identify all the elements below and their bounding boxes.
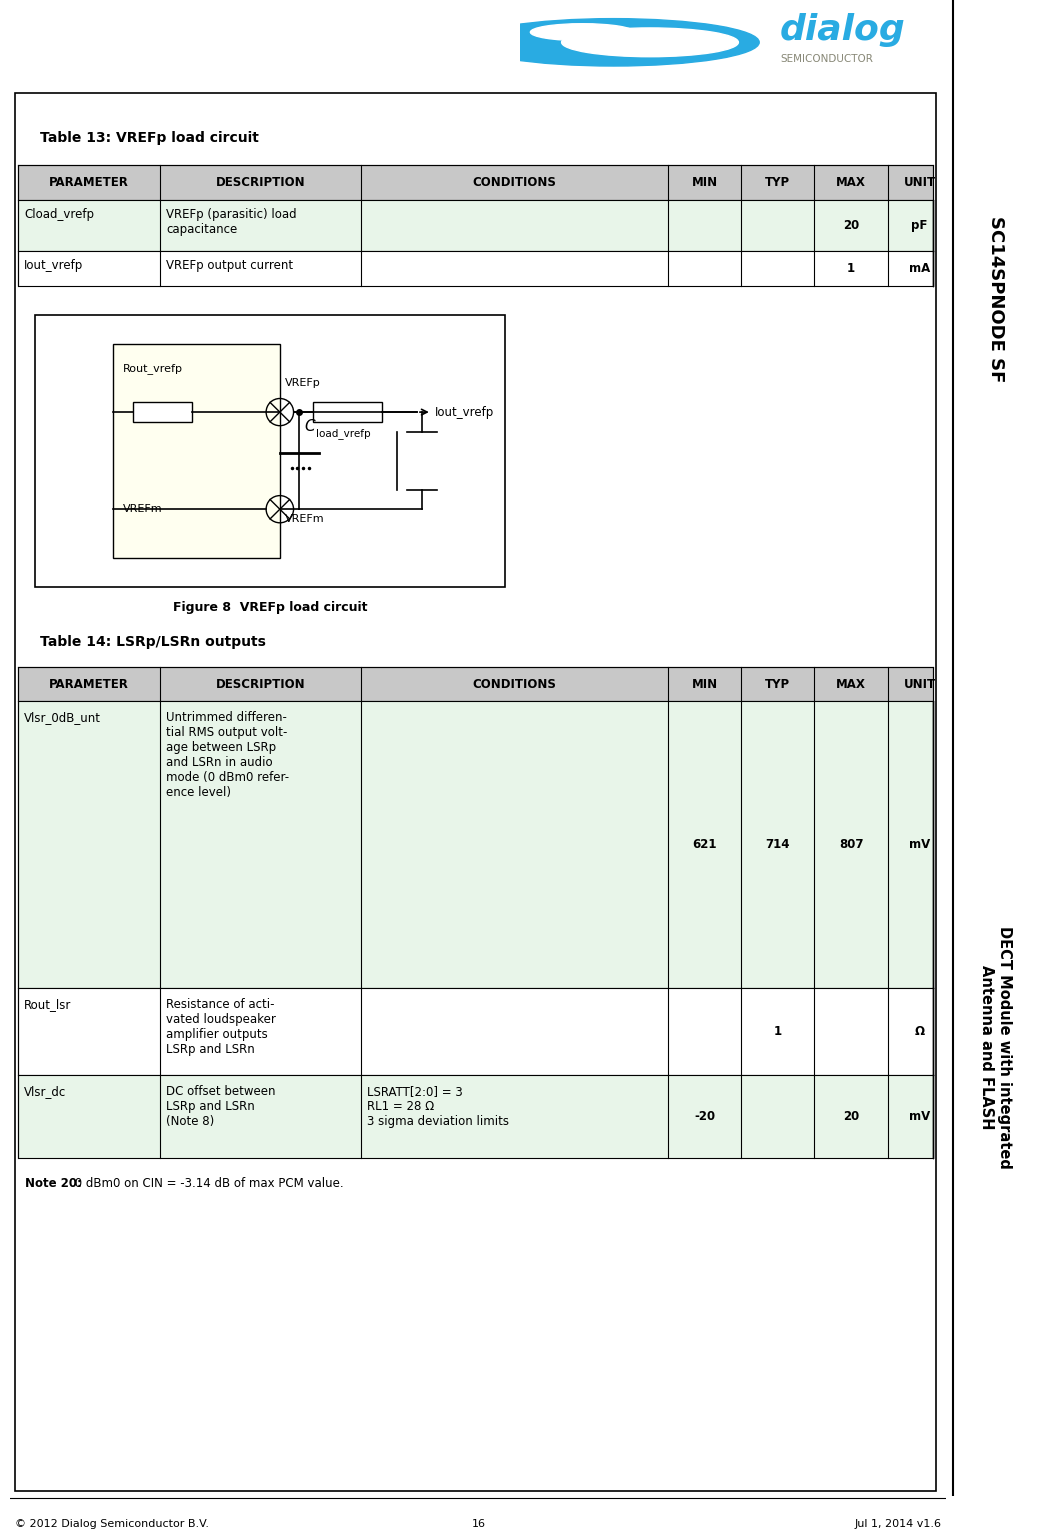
Text: Resistance of acti-
vated loudspeaker
amplifier outputs
LSRp and LSRn: Resistance of acti- vated loudspeaker am… <box>166 997 276 1056</box>
Text: Rout_lsr: Rout_lsr <box>24 997 72 1011</box>
Text: CONDITIONS: CONDITIONS <box>473 177 556 189</box>
Text: pF: pF <box>911 219 928 232</box>
Text: Vlsr_dc: Vlsr_dc <box>24 1085 67 1099</box>
Text: TYP: TYP <box>765 177 790 189</box>
Text: VREFp: VREFp <box>285 377 320 388</box>
Circle shape <box>530 23 634 40</box>
Bar <box>19 702 933 988</box>
Text: CONDITIONS: CONDITIONS <box>473 677 556 691</box>
Text: MAX: MAX <box>836 177 866 189</box>
Bar <box>133 402 191 422</box>
Text: 1: 1 <box>774 1025 782 1039</box>
Text: Iout_vrefp: Iout_vrefp <box>435 406 494 419</box>
Text: Ω: Ω <box>914 1025 925 1039</box>
Bar <box>19 1076 933 1157</box>
Text: VREFp output current: VREFp output current <box>166 259 293 272</box>
Bar <box>35 315 505 586</box>
Bar <box>19 251 933 286</box>
Text: DC offset between
LSRp and LSRn
(Note 8): DC offset between LSRp and LSRn (Note 8) <box>166 1085 276 1128</box>
Text: VREFm: VREFm <box>285 514 324 525</box>
Circle shape <box>468 18 759 66</box>
Text: Figure 8  VREFp load circuit: Figure 8 VREFp load circuit <box>173 602 367 614</box>
Text: UNIT: UNIT <box>904 177 936 189</box>
Text: mV: mV <box>909 839 930 851</box>
Text: 1: 1 <box>847 262 855 275</box>
Text: 621: 621 <box>693 839 717 851</box>
Text: SEMICONDUCTOR: SEMICONDUCTOR <box>780 54 873 65</box>
Text: Cload_vrefp: Cload_vrefp <box>24 208 94 222</box>
Text: Vlsr_0dB_unt: Vlsr_0dB_unt <box>24 711 101 725</box>
Text: © 2012 Dialog Semiconductor B.V.: © 2012 Dialog Semiconductor B.V. <box>15 1519 209 1528</box>
Text: DESCRIPTION: DESCRIPTION <box>216 177 306 189</box>
Text: 16: 16 <box>471 1519 486 1528</box>
Text: DECT Module with integrated
Antenna and FLASH: DECT Module with integrated Antenna and … <box>980 925 1012 1168</box>
Text: PARAMETER: PARAMETER <box>49 677 129 691</box>
Text: DESCRIPTION: DESCRIPTION <box>216 677 306 691</box>
Text: MIN: MIN <box>692 177 718 189</box>
Text: TYP: TYP <box>765 677 790 691</box>
Text: dialog: dialog <box>780 12 906 46</box>
Text: 0 dBm0 on CIN = -3.14 dB of max PCM value.: 0 dBm0 on CIN = -3.14 dB of max PCM valu… <box>71 1177 343 1190</box>
Text: Untrimmed differen-
tial RMS output volt-
age between LSRp
and LSRn in audio
mod: Untrimmed differen- tial RMS output volt… <box>166 711 289 799</box>
Text: MIN: MIN <box>692 677 718 691</box>
Text: Jul 1, 2014 v1.6: Jul 1, 2014 v1.6 <box>855 1519 942 1528</box>
Circle shape <box>562 28 738 57</box>
Text: 714: 714 <box>765 839 790 851</box>
Text: mA: mA <box>909 262 930 275</box>
Text: 20: 20 <box>842 219 859 232</box>
Text: MAX: MAX <box>836 677 866 691</box>
Text: mV: mV <box>909 1110 930 1123</box>
Text: load_vrefp: load_vrefp <box>316 428 370 439</box>
Text: 807: 807 <box>838 839 863 851</box>
Bar <box>19 988 933 1076</box>
Text: Rout_vrefp: Rout_vrefp <box>123 363 183 374</box>
Bar <box>19 165 933 200</box>
Text: PARAMETER: PARAMETER <box>49 177 129 189</box>
Text: Iout_vrefp: Iout_vrefp <box>24 259 83 272</box>
Text: SC14SPNODE SF: SC14SPNODE SF <box>987 215 1005 382</box>
Text: LSRATT[2:0] = 3
RL1 = 28 Ω
3 sigma deviation limits: LSRATT[2:0] = 3 RL1 = 28 Ω 3 sigma devia… <box>367 1085 510 1128</box>
Bar <box>113 345 280 557</box>
Text: Note 20:: Note 20: <box>25 1177 86 1190</box>
Text: 20: 20 <box>842 1110 859 1123</box>
Bar <box>19 200 933 251</box>
Text: UNIT: UNIT <box>904 677 936 691</box>
Text: VREFm: VREFm <box>123 505 162 514</box>
Bar <box>19 666 933 702</box>
Text: VREFp (parasitic) load
capacitance: VREFp (parasitic) load capacitance <box>166 208 296 235</box>
Text: -20: -20 <box>694 1110 716 1123</box>
Text: Table 13: VREFp load circuit: Table 13: VREFp load circuit <box>40 131 259 145</box>
Text: C: C <box>305 419 315 434</box>
Bar <box>313 402 382 422</box>
Text: Table 14: LSRp/LSRn outputs: Table 14: LSRp/LSRn outputs <box>40 636 265 649</box>
